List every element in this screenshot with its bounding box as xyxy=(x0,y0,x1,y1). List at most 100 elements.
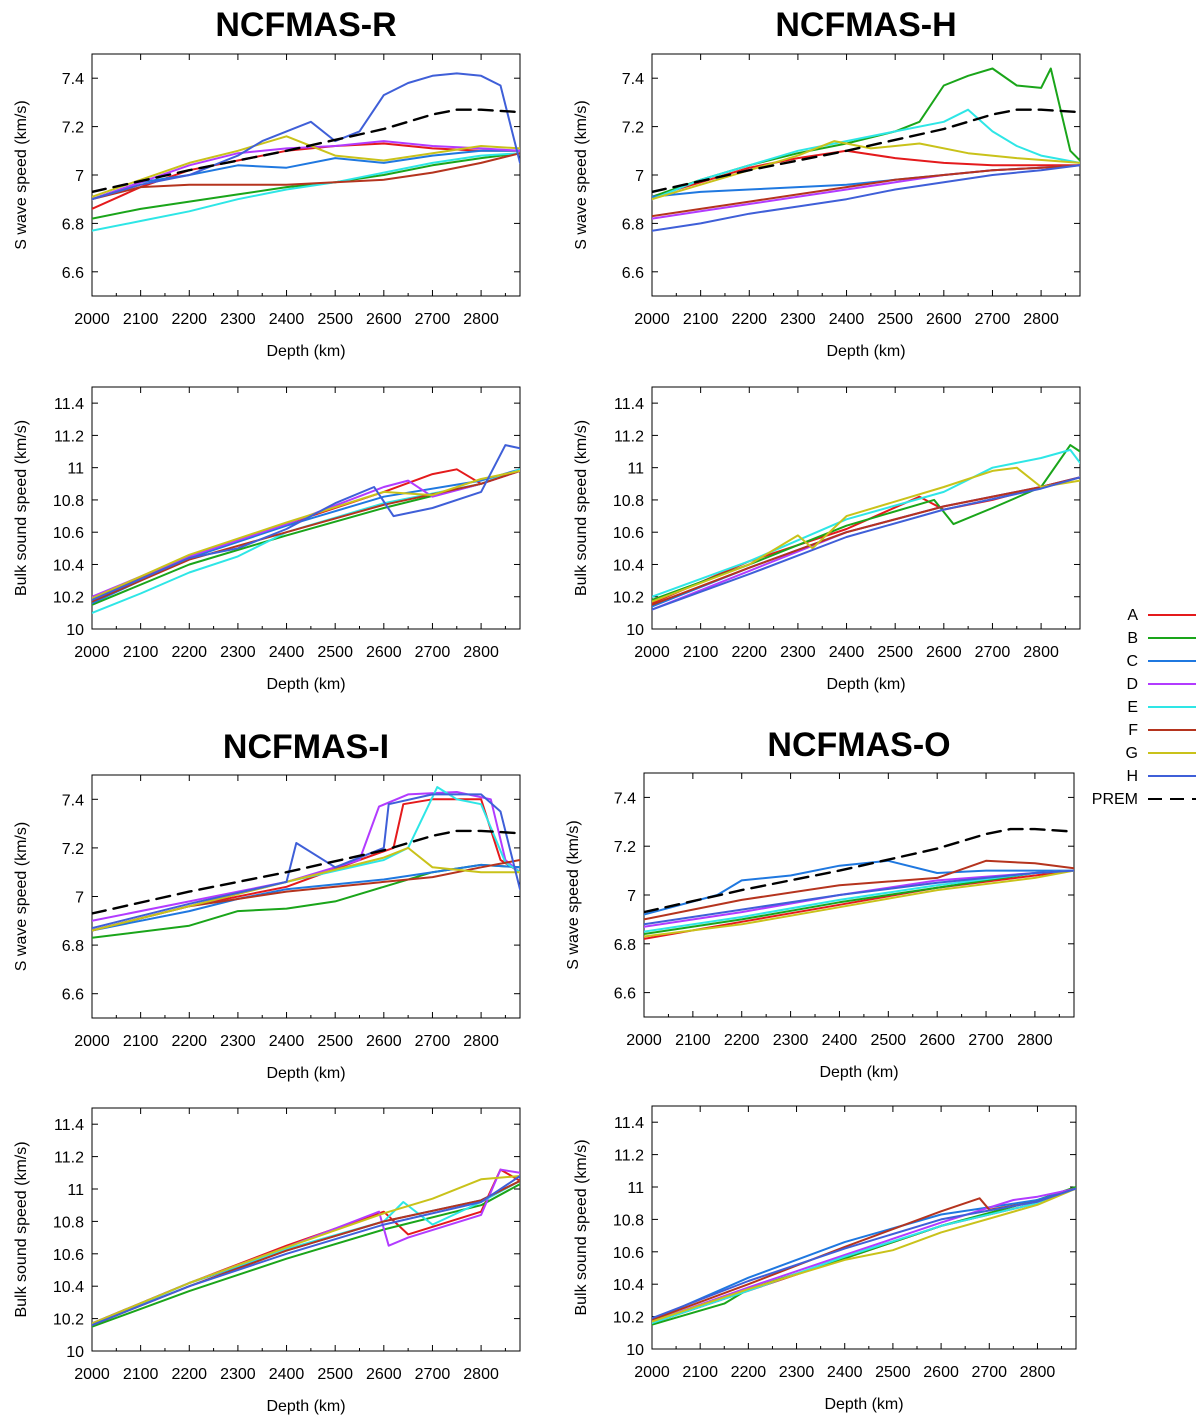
series-line-h xyxy=(652,476,1080,611)
legend-label-e: E xyxy=(1127,699,1138,716)
x-tick-label: 2100 xyxy=(123,1366,159,1383)
series-line-a xyxy=(644,869,1074,940)
series-line-g xyxy=(92,135,520,198)
series-line-prem xyxy=(92,108,520,194)
y-tick-label: 7.2 xyxy=(622,120,644,137)
chart-panel-5: NCFMAS-I 2000 2100 2200 2300 2400 2500 2600 2700… xyxy=(13,728,521,1082)
y-tick-label: 7.2 xyxy=(62,841,84,858)
y-tick-label: 10.8 xyxy=(613,493,644,510)
y-tick-label: 7 xyxy=(75,168,84,185)
x-tick-label: 2600 xyxy=(366,311,402,328)
x-tick-label: 2200 xyxy=(171,644,207,661)
y-tick-label: 11.2 xyxy=(54,1150,84,1167)
x-tick-label: 2000 xyxy=(74,644,110,661)
x-tick-label: 2700 xyxy=(968,1032,1004,1049)
legend-label-f: F xyxy=(1128,722,1138,739)
x-tick-label: 2700 xyxy=(415,311,451,328)
series-line-g xyxy=(644,869,1074,938)
series-line-d xyxy=(92,791,520,922)
x-tick-label: 2800 xyxy=(463,311,499,328)
y-tick-label: 10.8 xyxy=(53,1214,84,1231)
y-tick-label: 7 xyxy=(627,888,636,905)
series-line-g xyxy=(92,1175,520,1325)
y-tick-label: 7.4 xyxy=(614,790,636,807)
plot-frame xyxy=(91,774,521,1019)
legend-label-c: C xyxy=(1126,653,1138,670)
chart-title: NCFMAS-R xyxy=(215,6,396,44)
series-group xyxy=(652,444,1080,611)
y-tick-label: 10.4 xyxy=(613,1277,644,1294)
x-tick-label: 2000 xyxy=(74,1366,110,1383)
y-tick-label: 11 xyxy=(67,1182,84,1199)
series-line-b xyxy=(92,152,520,220)
series-group xyxy=(92,1168,520,1328)
x-tick-label: 2200 xyxy=(724,1032,760,1049)
y-tick-label: 6.8 xyxy=(62,216,84,233)
x-tick-label: 2700 xyxy=(975,311,1011,328)
y-axis-label: S wave speed (km/s) xyxy=(13,100,30,249)
y-tick-label: 7.2 xyxy=(62,120,84,137)
y-tick-label: 10 xyxy=(626,1342,644,1359)
x-tick-label: 2400 xyxy=(269,644,305,661)
x-tick-label: 2100 xyxy=(683,311,719,328)
series-line-f xyxy=(644,859,1074,921)
x-tick-label: 2800 xyxy=(463,1033,499,1050)
series-line-f xyxy=(92,152,520,201)
y-tick-label: 10.2 xyxy=(53,1312,84,1329)
x-tick-label: 2500 xyxy=(317,1366,353,1383)
x-tick-label: 2100 xyxy=(123,644,159,661)
y-tick-label: 10.2 xyxy=(53,590,84,607)
y-tick-label: 10.6 xyxy=(613,1245,644,1262)
x-tick-label: 2100 xyxy=(682,1364,718,1381)
x-tick-label: 2300 xyxy=(780,644,816,661)
x-axis-label: Depth (km) xyxy=(819,1064,898,1081)
series-line-c xyxy=(92,149,520,201)
x-axis-label: Depth (km) xyxy=(266,1065,345,1082)
y-tick-label: 7 xyxy=(75,890,84,907)
chart-title: NCFMAS-H xyxy=(775,6,956,44)
y-tick-label: 11.4 xyxy=(54,1117,84,1134)
x-tick-label: 2100 xyxy=(123,1033,159,1050)
chart-panel-8: 2000 2100 2200 2300 2400 2500 2600 2700 2800 10 10… xyxy=(573,1105,1077,1413)
y-tick-label: 11 xyxy=(627,1180,644,1197)
x-tick-label: 2700 xyxy=(415,1366,451,1383)
x-tick-label: 2600 xyxy=(926,311,962,328)
x-tick-label: 2500 xyxy=(875,1364,911,1381)
y-tick-label: 10.4 xyxy=(53,557,84,574)
series-line-g xyxy=(92,846,520,932)
x-tick-label: 2600 xyxy=(366,1366,402,1383)
series-line-e xyxy=(652,1187,1076,1325)
chart-panel-7: 2000 2100 2200 2300 2400 2500 2600 2700 2800 10 10… xyxy=(13,1107,521,1415)
legend-label-d: D xyxy=(1126,676,1138,693)
y-tick-label: 10.8 xyxy=(53,493,84,510)
x-tick-label: 2400 xyxy=(829,311,865,328)
series-line-prem xyxy=(652,108,1080,194)
series-line-c xyxy=(644,859,1074,916)
x-tick-label: 2200 xyxy=(171,1033,207,1050)
plot-frame xyxy=(91,386,521,630)
series-group xyxy=(644,827,1074,940)
x-axis-label: Depth (km) xyxy=(826,676,905,693)
x-tick-label: 2000 xyxy=(634,644,670,661)
series-line-h xyxy=(92,793,520,930)
x-tick-label: 2400 xyxy=(827,1364,863,1381)
plot-frame xyxy=(643,772,1075,1018)
y-axis-label: Bulk sound speed (km/s) xyxy=(573,420,590,596)
y-tick-label: 11.2 xyxy=(614,1148,644,1165)
x-tick-label: 2000 xyxy=(74,1033,110,1050)
legend-label-h: H xyxy=(1126,768,1138,785)
x-axis-label: Depth (km) xyxy=(266,1398,345,1415)
series-line-prem xyxy=(644,827,1074,914)
x-tick-label: 2300 xyxy=(779,1364,815,1381)
x-tick-label: 2400 xyxy=(269,1366,305,1383)
chart-panel-3: 2000 2100 2200 2300 2400 2500 2600 2700 2800 10 10… xyxy=(13,386,521,693)
y-tick-label: 6.8 xyxy=(614,937,636,954)
x-tick-label: 2300 xyxy=(220,1366,256,1383)
y-tick-label: 7.4 xyxy=(62,71,84,88)
x-tick-label: 2200 xyxy=(731,311,767,328)
x-tick-label: 2000 xyxy=(634,1364,670,1381)
series-line-g xyxy=(652,1187,1076,1323)
x-tick-label: 2300 xyxy=(220,644,256,661)
series-line-h xyxy=(652,1187,1076,1320)
